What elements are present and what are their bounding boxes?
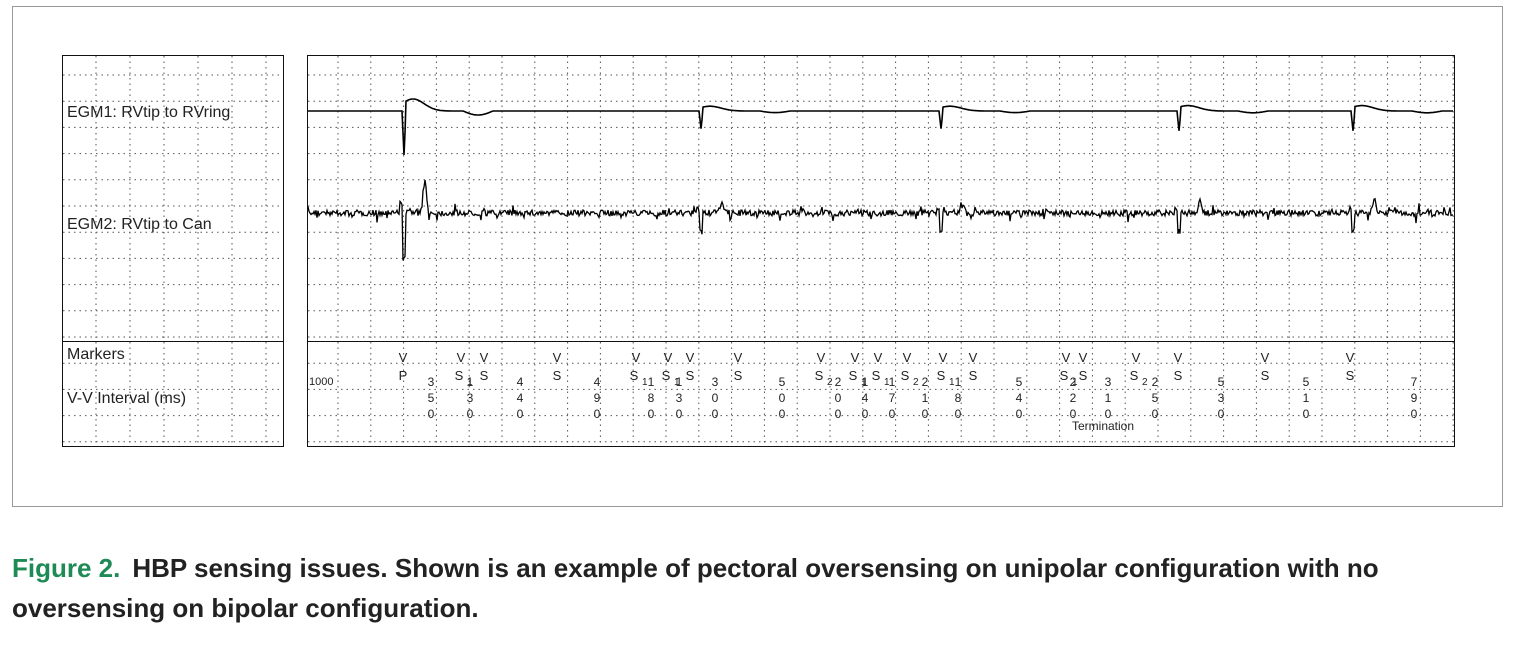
marker-top: V: [1261, 350, 1270, 365]
marker-label: S: [901, 368, 910, 383]
marker-top: V: [851, 350, 860, 365]
marker-label: P: [399, 368, 408, 383]
caption-text: HBP sensing issues. Shown is an example …: [12, 553, 1379, 623]
marker-sub: 2: [1142, 377, 1148, 388]
marker-label: S: [937, 368, 946, 383]
label-panel: [62, 55, 284, 447]
figure: EGM1: RVtip to RVring EGM2: RVtip to Can…: [12, 6, 1503, 507]
annotation: Termination: [1072, 419, 1134, 433]
egm2-trace: [307, 179, 1454, 261]
trace-panel: [307, 55, 1455, 447]
marker-label: S: [815, 368, 824, 383]
marker-sub: 1: [467, 377, 473, 388]
marker-top: V: [1346, 350, 1355, 365]
interval: 530: [1214, 375, 1228, 423]
interval: 210: [918, 375, 932, 423]
marker-label: S: [480, 368, 489, 383]
interval: 140: [858, 375, 872, 423]
marker-sub: 1: [861, 377, 867, 388]
marker-label: S: [734, 368, 743, 383]
marker-label: S: [849, 368, 858, 383]
interval: 540: [1012, 375, 1026, 423]
interval: 510: [1299, 375, 1313, 423]
marker-top: V: [1062, 350, 1071, 365]
trace-label: EGM1: RVtip to RVring: [67, 104, 230, 121]
interval: 300: [708, 375, 722, 423]
marker-top: V: [399, 350, 408, 365]
marker-label: S: [1174, 368, 1183, 383]
interval: 440: [513, 375, 527, 423]
caption: Figure 2. HBP sensing issues. Shown is an…: [12, 548, 1506, 628]
marker-label: S: [455, 368, 464, 383]
interval: 790: [1407, 375, 1421, 423]
marker-label: S: [1346, 368, 1355, 383]
marker-top: V: [1079, 350, 1088, 365]
interval: 350: [424, 375, 438, 423]
interval: 130: [672, 375, 686, 423]
interval: 310: [1101, 375, 1115, 423]
marker-top: V: [1174, 350, 1183, 365]
marker-label: S: [1079, 368, 1088, 383]
marker-top: V: [457, 350, 466, 365]
interval: 200: [831, 375, 845, 423]
interval: 490: [590, 375, 604, 423]
marker-sub: 1: [1072, 377, 1078, 388]
marker-sub: 2: [913, 377, 919, 388]
marker-label: S: [630, 368, 639, 383]
marker-label: S: [686, 368, 695, 383]
interval: 220: [1066, 375, 1080, 423]
interval: 180: [644, 375, 658, 423]
initial-interval: 1000: [309, 376, 333, 388]
interval: 180: [951, 375, 965, 423]
egm1-trace: [308, 98, 1453, 156]
trace-label: EGM2: RVtip to Can: [67, 216, 212, 233]
marker-label: S: [553, 368, 562, 383]
marker-sub: 1: [949, 377, 955, 388]
marker-top: V: [734, 350, 743, 365]
marker-top: V: [874, 350, 883, 365]
interval: 250: [1148, 375, 1162, 423]
marker-sub: 2: [827, 377, 833, 388]
marker-top: V: [1132, 350, 1141, 365]
marker-top: V: [632, 350, 641, 365]
marker-label: S: [662, 368, 671, 383]
marker-sub: 1: [642, 377, 648, 388]
marker-sub: 1: [674, 377, 680, 388]
marker-top: V: [686, 350, 695, 365]
marker-top: V: [969, 350, 978, 365]
marker-top: V: [480, 350, 489, 365]
marker-label: S: [1060, 368, 1069, 383]
marker-label: S: [1130, 368, 1139, 383]
marker-top: V: [817, 350, 826, 365]
caption-label: Figure 2.: [12, 553, 121, 583]
row-label: Markers: [67, 346, 125, 363]
row-label: V-V Interval (ms): [67, 390, 186, 407]
interval: 500: [775, 375, 789, 423]
marker-sub: 1: [884, 377, 890, 388]
marker-label: S: [872, 368, 881, 383]
interval: 130: [463, 375, 477, 423]
marker-top: V: [939, 350, 948, 365]
marker-label: S: [1261, 368, 1270, 383]
grid: [63, 56, 1454, 446]
marker-top: V: [903, 350, 912, 365]
figure-frame: [12, 6, 1503, 507]
marker-label: S: [969, 368, 978, 383]
interval: 170: [885, 375, 899, 423]
marker-top: V: [664, 350, 673, 365]
marker-top: V: [553, 350, 562, 365]
